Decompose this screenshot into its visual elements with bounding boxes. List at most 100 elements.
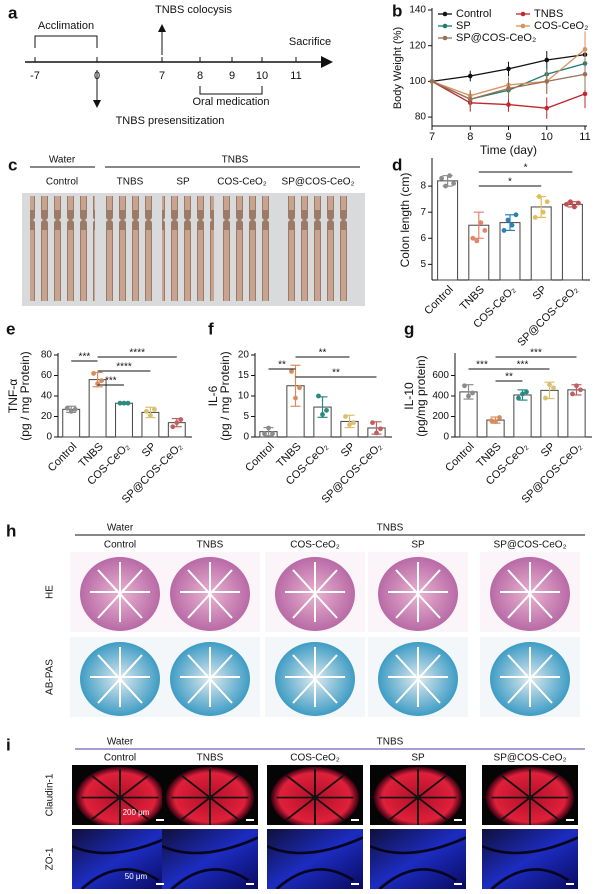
significance-label: **: [332, 368, 340, 379]
y-axis-title: IL-6: [206, 385, 220, 406]
y-tick-label: 80: [415, 112, 427, 123]
data-point: [374, 430, 379, 436]
group-label: Control: [104, 753, 136, 764]
group-header: TNBS: [377, 737, 404, 748]
bracket: [199, 86, 263, 95]
point: [506, 86, 511, 91]
bar: [561, 203, 583, 281]
group-header: Water: [49, 155, 76, 166]
group-header: Water: [107, 523, 134, 534]
significance-label: **: [505, 372, 513, 383]
data-point: [493, 419, 498, 425]
point: [544, 105, 550, 111]
data-point: [540, 209, 546, 215]
y-tick-label: 200: [432, 411, 449, 422]
group-label: SP: [176, 177, 190, 188]
data-point: [347, 422, 352, 428]
data-point: [447, 173, 452, 179]
claudin-image: [162, 765, 258, 825]
group-label: SP@COS-CeO₂: [494, 540, 567, 551]
significance-label: ***: [517, 360, 529, 371]
point: [582, 71, 588, 77]
claudin-image: [482, 765, 578, 825]
point: [467, 96, 473, 102]
claudin-image: [370, 765, 466, 825]
panel-label: d: [392, 155, 402, 174]
data-point: [524, 389, 529, 395]
point: [467, 73, 473, 79]
ab-pas-image: [70, 637, 170, 717]
y-tick-label: 15: [238, 370, 250, 381]
data-point: [482, 228, 488, 233]
data-point: [470, 235, 476, 241]
group-label: SP: [411, 753, 425, 764]
y-tick-label: 10: [238, 391, 250, 402]
x-tick-label: 11: [579, 131, 590, 143]
data-point: [378, 426, 383, 432]
data-point: [543, 395, 548, 401]
data-point: [117, 400, 123, 406]
he-image: [70, 552, 170, 632]
y-tick-label: 100: [409, 76, 426, 87]
timeline-tick-label: 0: [94, 70, 100, 82]
timeline-tick-label: 9: [229, 70, 235, 82]
data-point: [578, 387, 583, 393]
data-point: [297, 385, 302, 391]
data-point: [270, 431, 275, 437]
panel-label: e: [6, 319, 15, 338]
ab-pas-image: [265, 637, 365, 717]
group-label: COS-CeO₂: [290, 540, 340, 551]
data-point: [568, 199, 573, 205]
data-point: [470, 390, 475, 396]
bar: [88, 379, 107, 438]
data-point: [462, 383, 467, 389]
significance-label: ***: [476, 360, 488, 371]
group-label: COS-CeO₂: [290, 753, 340, 764]
y-tick-label: 120: [409, 40, 426, 51]
data-point: [466, 393, 471, 399]
legend-label: SP: [456, 20, 471, 32]
legend-label: COS-CeO₂: [534, 20, 588, 32]
he-image: [368, 552, 468, 632]
row-label: Claudin-1: [45, 773, 56, 816]
group-label: TNBS: [117, 177, 144, 188]
data-point: [91, 371, 96, 376]
zo1-image: [72, 829, 168, 889]
zo1-image: [162, 829, 258, 889]
x-tick-label: 9: [505, 131, 511, 143]
point: [506, 102, 511, 107]
ab-pas-image: [160, 637, 260, 717]
significance-label: ***: [530, 348, 542, 359]
histology-panel: h Water TNBS Control TNBS COS-CeO₂ SP SP…: [6, 521, 585, 717]
claudin-image: [267, 765, 363, 825]
x-tick-label: 10: [541, 131, 553, 143]
data-point: [289, 369, 294, 374]
data-point: [572, 204, 577, 210]
data-point: [520, 391, 525, 397]
annotation: TNBS colocysis: [155, 4, 233, 16]
annotation: Sacrifice: [289, 36, 331, 48]
y-axis-title: Body Weight (%): [392, 27, 404, 109]
x-tick-label: Control: [422, 284, 456, 318]
data-point: [443, 183, 448, 189]
x-tick-label: Control: [243, 441, 277, 475]
group-label: COS-CeO₂: [217, 177, 267, 188]
scale-bar-label: 50 μm: [125, 872, 148, 881]
y-tick-label: 0: [46, 432, 52, 443]
data-point: [516, 395, 521, 401]
x-tick-label: Control: [46, 441, 80, 475]
panel-label: f: [208, 319, 214, 338]
data-point: [509, 222, 515, 228]
he-image: [160, 552, 260, 632]
colon-sample: [162, 196, 214, 301]
ab-pas-image: [480, 637, 580, 717]
data-point: [64, 405, 70, 411]
data-point: [320, 412, 325, 417]
data-point: [370, 420, 375, 426]
data-point: [536, 194, 542, 199]
data-point: [324, 407, 329, 413]
point: [582, 46, 588, 52]
data-point: [68, 408, 74, 414]
fluorescence-panel: i Water TNBS Control TNBS COS-CeO₂ SP SP…: [6, 735, 585, 889]
group-label: SP@COS-CeO₂: [282, 177, 355, 188]
